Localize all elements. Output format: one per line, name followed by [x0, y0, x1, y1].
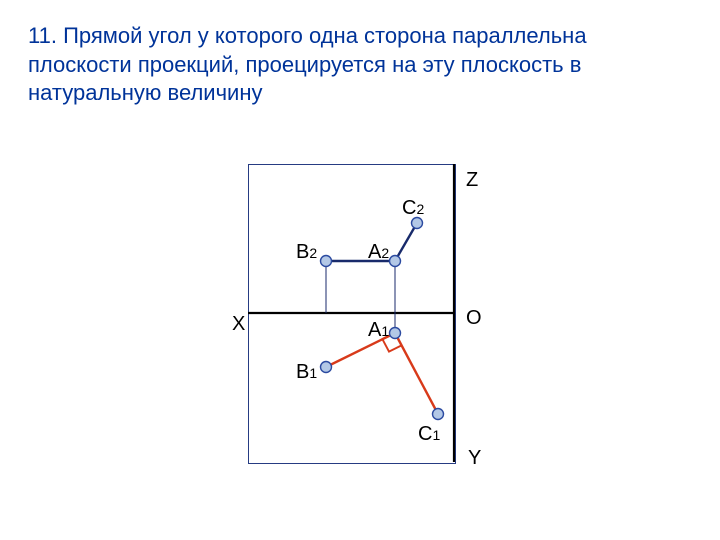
point-label-b2: B2: [296, 242, 317, 262]
page-root: { "heading": { "number": "11.", "text": …: [0, 0, 720, 540]
diagram-svg-wrap: [0, 0, 720, 540]
axis-label-z: Z: [466, 170, 478, 190]
point-label-c2: C2: [402, 198, 424, 218]
point-label-c1: C1: [418, 424, 440, 444]
axis-label-y: Y: [468, 448, 481, 468]
diagram-svg: [0, 0, 720, 540]
axis-label-o: O: [466, 308, 482, 328]
point-label-b1: B1: [296, 362, 317, 382]
point-label-a2: A2: [368, 242, 389, 262]
point-label-a1: A1: [368, 320, 389, 340]
axis-label-x: X: [232, 314, 245, 334]
